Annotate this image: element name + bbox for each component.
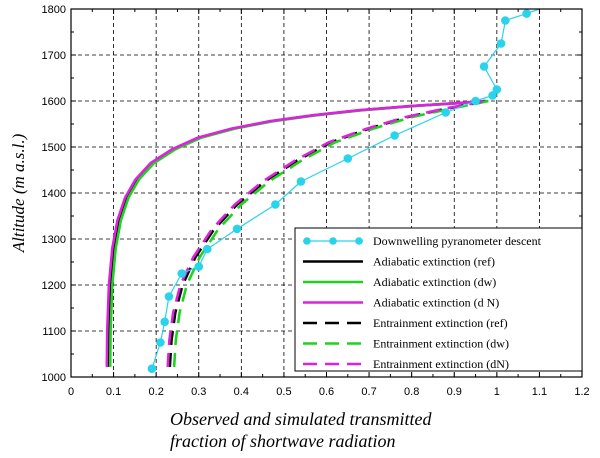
data-point <box>441 108 451 117</box>
x-tick-label: 0.9 <box>447 386 462 398</box>
legend-marker <box>355 237 363 245</box>
y-tick-label: 1300 <box>42 234 66 246</box>
x-tick-label: 0.8 <box>404 386 419 398</box>
y-tick-label: 1500 <box>42 142 66 154</box>
data-point <box>160 317 169 327</box>
x-axis-label-line-1: Observed and simulated transmitted <box>170 409 432 429</box>
data-point <box>271 200 280 209</box>
data-point <box>156 338 165 347</box>
x-tick-label: 0 <box>68 386 74 398</box>
data-point <box>492 85 502 94</box>
series-line-3 <box>105 99 485 367</box>
y-tick-label: 1700 <box>42 50 66 62</box>
x-tick-label: 0.4 <box>234 386 249 398</box>
series-line-5 <box>172 99 489 367</box>
x-tick-label: 0.6 <box>319 386 334 398</box>
x-tick-label: 0.1 <box>106 386 121 398</box>
data-point <box>390 131 399 140</box>
x-tick-label: 0.2 <box>149 386 164 398</box>
x-tick-label: 1 <box>494 386 500 398</box>
data-point <box>177 269 187 278</box>
y-tick-label: 1400 <box>42 188 66 200</box>
data-point <box>479 62 489 71</box>
legend: Downwelling pyranometer descent Adiabatic… <box>294 227 583 372</box>
legend-marker <box>329 237 337 245</box>
y-tick-label: 1800 <box>42 4 66 16</box>
data-point <box>147 364 157 374</box>
data-point <box>343 154 353 163</box>
data-point <box>471 96 480 106</box>
x-tick-label: 0.7 <box>361 386 376 398</box>
y-tick-label: 1200 <box>42 280 66 292</box>
x-tick-label: 0.3 <box>191 386 206 398</box>
legend-label-6: Entrainment extinction (dN) <box>373 357 509 371</box>
legend-marker <box>303 237 311 245</box>
data-point <box>202 244 212 254</box>
data-point <box>501 16 510 25</box>
data-point <box>522 9 531 18</box>
y-tick-label: 1000 <box>42 372 66 384</box>
data-point <box>164 292 174 301</box>
data-point <box>232 224 242 234</box>
legend-box <box>294 227 583 372</box>
x-axis-label-line-2: fraction of shortwave radiation <box>170 431 396 451</box>
series-layer <box>105 8 540 374</box>
x-tick-label: 1.2 <box>574 386 589 398</box>
y-axis-label: Altitude (m a.s.l.) <box>9 133 28 253</box>
legend-label-3: Adiabatic extinction (d N) <box>373 296 499 310</box>
data-point <box>296 177 306 186</box>
x-tick-label: 1.1 <box>532 386 547 398</box>
legend-label-4: Entrainment extinction (ref) <box>373 316 508 330</box>
legend-label-1: Adiabatic extinction (ref) <box>373 255 495 269</box>
data-point <box>496 39 506 48</box>
x-tick-label: 0.5 <box>276 386 291 398</box>
y-tick-label: 1100 <box>42 326 66 338</box>
data-point <box>194 262 204 271</box>
y-tick-label: 1600 <box>42 96 66 108</box>
series-line-6 <box>166 99 485 367</box>
legend-label-5: Entrainment extinction (dw) <box>373 337 509 351</box>
legend-label-0: Downwelling pyranometer descent <box>373 234 542 248</box>
data-point <box>488 91 497 100</box>
legend-label-2: Adiabatic extinction (dw) <box>373 275 496 289</box>
